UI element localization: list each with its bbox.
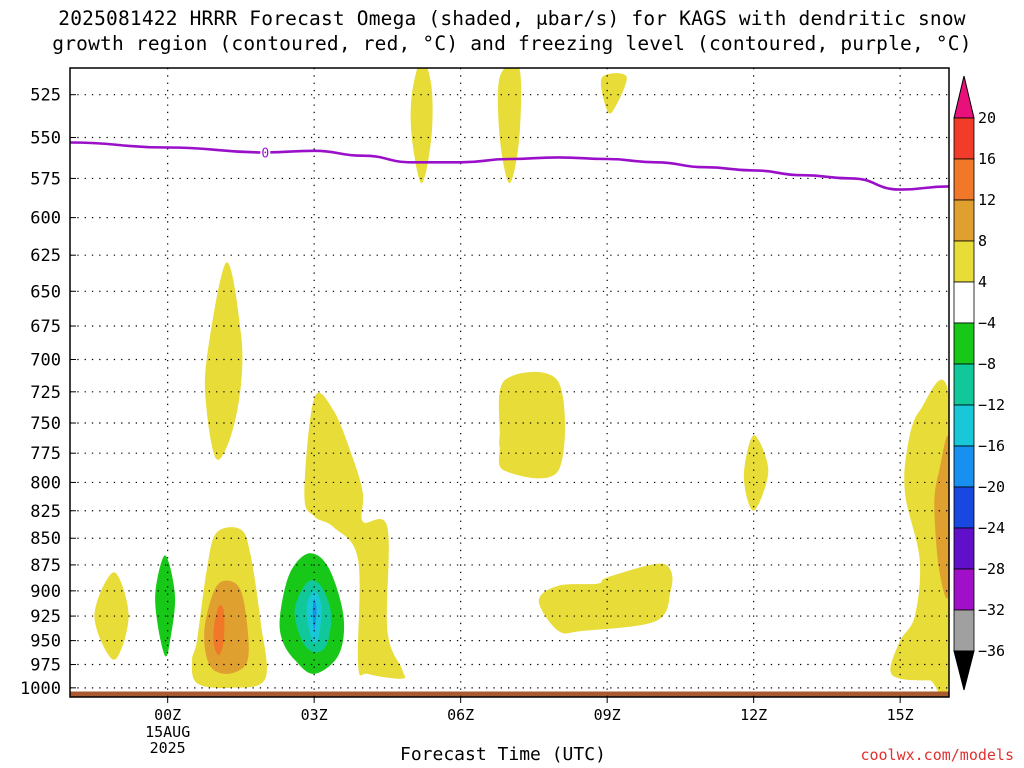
colorbar-segment bbox=[953, 404, 975, 447]
omega-region-5 bbox=[204, 580, 249, 674]
y-tick-label-800: 800 bbox=[30, 473, 61, 493]
chart-title: 2025081422 HRRR Forecast Omega (shaded, … bbox=[0, 6, 1024, 56]
y-tick-label-925: 925 bbox=[30, 607, 61, 627]
omega-region-17 bbox=[743, 435, 769, 511]
omega-region-3 bbox=[204, 262, 243, 460]
colorbar-segment bbox=[953, 609, 975, 652]
colorbar-label: −16 bbox=[978, 437, 1005, 455]
y-tick-label-550: 550 bbox=[30, 129, 61, 149]
y-tick-label-625: 625 bbox=[30, 246, 61, 266]
omega-region-14 bbox=[600, 73, 627, 114]
colorbar-label: 8 bbox=[978, 232, 987, 250]
colorbar-bottom-arrow bbox=[953, 650, 975, 691]
y-tick-label-675: 675 bbox=[30, 317, 61, 337]
omega-region-12 bbox=[410, 68, 433, 184]
x-tick-year-label: 2025 bbox=[150, 739, 186, 757]
y-tick-label-825: 825 bbox=[30, 502, 61, 522]
colorbar-label: 4 bbox=[978, 273, 987, 291]
y-tick-label-600: 600 bbox=[30, 209, 61, 229]
x-axis-label: Forecast Time (UTC) bbox=[400, 744, 606, 765]
colorbar-segment bbox=[953, 527, 975, 570]
y-tick-label-525: 525 bbox=[30, 86, 61, 106]
colorbar-label: −36 bbox=[978, 642, 1005, 660]
x-tick-label-12Z: 12Z bbox=[740, 706, 767, 724]
colorbar-segment bbox=[953, 199, 975, 242]
colorbar-segment bbox=[953, 445, 975, 488]
chart-title-line-1: 2025081422 HRRR Forecast Omega (shaded, … bbox=[58, 7, 966, 30]
x-tick-label-03Z: 03Z bbox=[301, 706, 328, 724]
y-tick-label-1000: 1000 bbox=[20, 679, 61, 699]
omega-region-6 bbox=[213, 604, 225, 656]
x-tick-label-00Z: 00Z bbox=[154, 706, 181, 724]
colorbar-label: −12 bbox=[978, 396, 1005, 414]
colorbar-segment bbox=[953, 240, 975, 283]
colorbar-segment bbox=[953, 281, 975, 324]
omega-region-16 bbox=[538, 563, 673, 634]
freezing-level-line bbox=[70, 141, 949, 191]
y-tick-label-975: 975 bbox=[30, 656, 61, 676]
x-tick-label-09Z: 09Z bbox=[594, 706, 621, 724]
colorbar-top-arrow bbox=[953, 75, 975, 119]
colorbar-label: −4 bbox=[978, 314, 996, 332]
y-tick-label-875: 875 bbox=[30, 556, 61, 576]
y-tick-label-775: 775 bbox=[30, 444, 61, 464]
y-tick-label-575: 575 bbox=[30, 169, 61, 189]
plot-area: 0 bbox=[70, 68, 949, 697]
omega-region-13 bbox=[497, 68, 522, 184]
colorbar: 20 16 12 8 4 −4 −8 −12 −16 −20 −24 −28 −32 −36 bbox=[953, 75, 1005, 691]
colorbar-segment bbox=[953, 486, 975, 529]
colorbar-segment bbox=[953, 322, 975, 365]
freezing-level-label: 0 bbox=[261, 146, 269, 161]
y-tick-label-725: 725 bbox=[30, 383, 61, 403]
freezing-level-label-bg bbox=[260, 144, 271, 161]
colorbar-label: −20 bbox=[978, 478, 1005, 496]
x-tick-label-06Z: 06Z bbox=[447, 706, 474, 724]
omega-region-2 bbox=[155, 555, 176, 657]
y-tick-label-850: 850 bbox=[30, 529, 61, 549]
colorbar-label: 12 bbox=[978, 191, 996, 209]
colorbar-label: −8 bbox=[978, 355, 996, 373]
y-tick-label-900: 900 bbox=[30, 582, 61, 602]
colorbar-segment bbox=[953, 158, 975, 201]
omega-region-15 bbox=[498, 371, 566, 479]
y-tick-label-950: 950 bbox=[30, 632, 61, 652]
omega-region-19 bbox=[934, 435, 949, 599]
x-tick-date-label: 15AUG bbox=[145, 723, 190, 741]
colorbar-segment bbox=[953, 117, 975, 160]
colorbar-label: −24 bbox=[978, 519, 1005, 537]
omega-region-7 bbox=[304, 392, 406, 679]
colorbar-label: 16 bbox=[978, 150, 996, 168]
omega-region-18 bbox=[890, 379, 949, 697]
plot-frame bbox=[69, 67, 950, 698]
y-tick-label-700: 700 bbox=[30, 351, 61, 371]
omega-region-1 bbox=[94, 572, 129, 660]
colorbar-label: 20 bbox=[978, 109, 996, 127]
colorbar-segment bbox=[953, 568, 975, 611]
colorbar-label: −32 bbox=[978, 601, 1005, 619]
credit-text: coolwx.com/models bbox=[860, 746, 1014, 764]
terrain-band bbox=[70, 691, 949, 697]
chart-title-line-2: growth region (contoured, red, °C) and f… bbox=[52, 32, 972, 55]
y-tick-label-750: 750 bbox=[30, 414, 61, 434]
colorbar-segment bbox=[953, 363, 975, 406]
y-tick-label-650: 650 bbox=[30, 282, 61, 302]
x-tick-label-15Z: 15Z bbox=[887, 706, 914, 724]
colorbar-label: −28 bbox=[978, 560, 1005, 578]
